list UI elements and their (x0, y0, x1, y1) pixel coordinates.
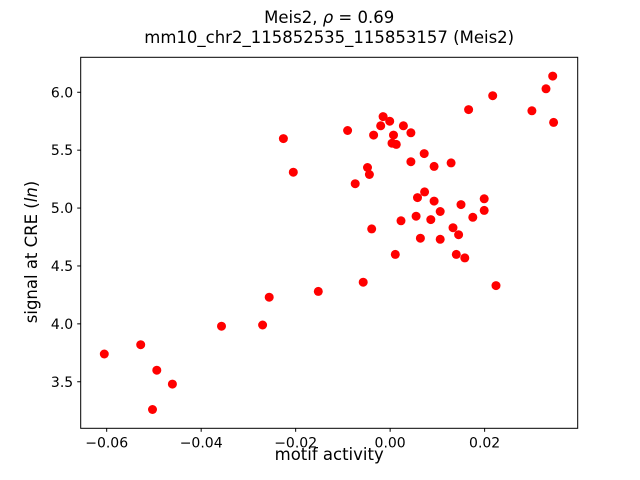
scatter-point (448, 223, 458, 233)
scatter-point (136, 340, 146, 350)
scatter-point (343, 126, 353, 135)
scatter-point (413, 193, 422, 203)
y-axis-label-prefix: signal at CRE ( (22, 202, 41, 324)
scatter-point (350, 179, 360, 189)
scatter-point (468, 212, 478, 222)
scatter-point (398, 121, 408, 131)
scatter-point (491, 281, 501, 291)
x-axis-label: motif activity (274, 445, 384, 464)
scatter-point (549, 117, 559, 127)
scatter-point (464, 105, 474, 115)
x-tick-label: 0.02 (469, 435, 500, 451)
scatter-point (454, 230, 464, 240)
x-tick-label: 0.00 (375, 435, 406, 451)
scatter-point (548, 71, 558, 81)
scatter-point (419, 149, 429, 159)
scatter-point (376, 121, 386, 131)
scatter-point (411, 211, 421, 221)
y-tick-label: 4.0 (51, 317, 73, 333)
scatter-point (369, 130, 379, 140)
scatter-point (426, 215, 436, 225)
scatter-point (358, 277, 368, 287)
x-tick-label: −0.06 (85, 435, 128, 451)
scatter-point (479, 194, 489, 204)
scatter-point (446, 158, 456, 168)
x-tick-label: −0.02 (274, 435, 317, 451)
chart-title-rho-symbol: ρ (322, 8, 334, 27)
y-axis-label: signal at CRE (ln) (22, 142, 42, 362)
scatter-point (460, 253, 470, 263)
scatter-point (390, 249, 400, 259)
y-tick-label: 3.5 (51, 375, 73, 391)
scatter-point (367, 224, 377, 234)
scatter-point (152, 365, 162, 375)
scatter-point (406, 157, 416, 167)
y-tick-label: 6.0 (51, 85, 73, 101)
scatter-point (385, 116, 395, 126)
scatter-point (167, 379, 177, 389)
scatter-point (264, 292, 274, 302)
scatter-point (406, 128, 416, 138)
scatter-point (435, 207, 445, 216)
y-tick-label: 4.5 (51, 259, 73, 275)
scatter-point (378, 112, 388, 122)
y-axis-label-italic: ln (22, 187, 41, 203)
scatter-point (451, 249, 461, 259)
scatter-point (435, 234, 445, 244)
scatter-point (479, 205, 489, 215)
scatter-point (278, 134, 288, 144)
scatter-point (488, 91, 498, 101)
scatter-point (456, 200, 466, 210)
scatter-point (364, 170, 374, 179)
scatter-point (420, 187, 430, 197)
scatter-point (541, 84, 551, 94)
chart-subtitle: mm10_chr2_115852535_115853157 (Meis2) (144, 28, 515, 47)
scatter-point (258, 320, 268, 330)
scatter-point (429, 196, 439, 206)
plot-frame (80, 56, 579, 429)
y-tick-label: 5.0 (51, 201, 73, 217)
chart-title: Meis2, ρ = 0.69 (81, 8, 578, 27)
scatter-point (389, 130, 398, 140)
scatter-point (527, 106, 537, 116)
scatter-point (415, 233, 425, 243)
chart-title-prefix: Meis2, (264, 8, 323, 27)
scatter-point (99, 349, 109, 359)
scatter-point (313, 286, 323, 296)
x-tick-label: −0.04 (180, 435, 223, 451)
scatter-point (217, 321, 226, 331)
scatter-point (148, 405, 157, 414)
scatter-point (288, 167, 298, 177)
y-tick-label: 5.5 (51, 143, 73, 159)
scatter-point (396, 216, 406, 226)
scatter-point (429, 161, 439, 171)
scatter-point (363, 163, 372, 172)
chart-title-suffix: = 0.69 (333, 8, 395, 27)
y-axis-label-suffix: ) (22, 180, 41, 188)
scatter-point (391, 139, 401, 149)
